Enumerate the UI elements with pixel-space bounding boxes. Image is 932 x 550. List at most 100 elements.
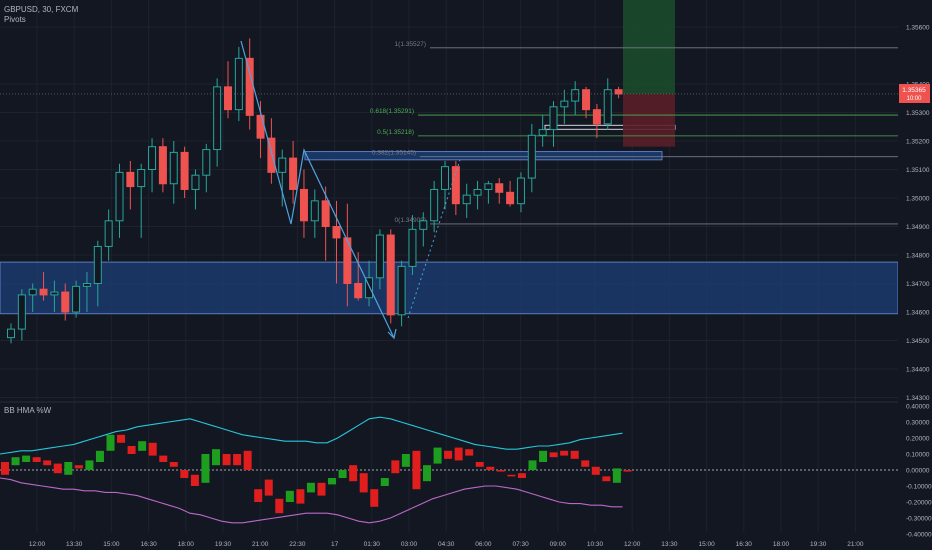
candle-body — [72, 285, 81, 313]
osc-bar — [359, 473, 368, 493]
candle-body — [148, 146, 157, 170]
osc-lower-band — [0, 477, 623, 524]
current-price-tag — [899, 83, 930, 103]
osc-bar — [222, 454, 231, 466]
candle-body — [603, 89, 612, 125]
candle-body — [386, 234, 395, 316]
candle-body — [224, 86, 232, 111]
candle-body — [50, 291, 59, 296]
osc-bar — [127, 446, 136, 454]
time-tick-label: 12:00 — [624, 541, 641, 548]
osc-bar — [560, 450, 569, 456]
price-tick-label: 1.34300 — [906, 395, 930, 402]
stop-area — [623, 93, 675, 147]
candle-body — [506, 191, 515, 205]
time-tick-label: 03:00 — [401, 541, 418, 548]
time-tick-label: 04:30 — [438, 541, 455, 548]
time-tick-label: 15:00 — [698, 541, 715, 548]
osc-bar — [159, 455, 168, 462]
position-box[interactable] — [623, 0, 675, 147]
candle-body — [527, 134, 536, 179]
time-tick-label: 18:00 — [178, 541, 195, 548]
osc-bar — [423, 465, 431, 482]
candle-body — [104, 220, 113, 247]
time-tick-label: 06:00 — [475, 541, 492, 548]
osc-bar — [465, 449, 474, 456]
osc-bar — [328, 478, 337, 485]
pattern-lines — [240, 40, 461, 340]
candle-body — [571, 89, 580, 102]
indicator-label[interactable]: Pivots — [4, 15, 26, 24]
candle-body — [495, 183, 504, 193]
osc-bar — [275, 498, 284, 514]
breakout-box — [304, 151, 663, 161]
time-tick-label: 01:30 — [364, 541, 381, 548]
osc-bar — [22, 455, 31, 462]
fib-label: 0.5(1.35218) — [377, 129, 414, 136]
candle-body — [158, 146, 167, 185]
osc-tick-label: 0.20000 — [906, 436, 930, 443]
candle-body — [28, 288, 37, 296]
candle-body — [473, 188, 482, 196]
osc-bar — [264, 479, 273, 496]
time-tick-label: 19:30 — [810, 541, 827, 548]
candle-body — [39, 288, 48, 296]
candle-body — [408, 228, 417, 267]
osc-tick-label: -0.40000 — [906, 532, 932, 539]
time-tick-label: 12:00 — [29, 541, 46, 548]
candle-countdown: 10:00 — [906, 96, 922, 102]
zigzag-arrowhead — [387, 328, 397, 340]
fib-label: 0(1.34909) — [395, 217, 426, 224]
osc-bar — [11, 457, 20, 466]
candle-body — [115, 171, 124, 222]
time-tick-label: 13:30 — [66, 541, 83, 548]
osc-bar — [1, 462, 9, 475]
osc-tick-label: -0.10000 — [906, 484, 932, 491]
osc-bar — [306, 482, 315, 493]
candle-body — [267, 137, 276, 173]
osc-tick-label: -0.20000 — [906, 500, 932, 507]
fib-label: 1(1.35527) — [395, 41, 426, 48]
current-price-value: 1.35365 — [902, 87, 926, 94]
candle-body — [278, 157, 287, 173]
osc-bar — [43, 460, 52, 466]
candle-body — [180, 151, 189, 190]
osc-bar — [486, 466, 495, 470]
time-tick-label: 09:00 — [550, 541, 567, 548]
candle-body — [441, 166, 449, 190]
time-tick-label: 21:00 — [847, 541, 864, 548]
osc-bar — [602, 476, 611, 482]
osc-bar — [612, 468, 621, 483]
osc-bar — [444, 450, 453, 459]
candle-body — [202, 149, 211, 176]
candle-body — [137, 169, 146, 188]
osc-bar — [201, 454, 210, 483]
osc-tick-label: 0.10000 — [906, 452, 930, 459]
price-tick-label: 1.34600 — [906, 310, 930, 317]
candle-body — [191, 174, 200, 190]
candle-body — [126, 171, 135, 188]
oscillator-pane — [0, 416, 898, 524]
symbol-title[interactable]: GBPUSD, 30, FXCM — [4, 5, 79, 14]
price-tick-label: 1.35000 — [906, 196, 930, 203]
time-tick-label: 19:30 — [215, 541, 232, 548]
osc-bar — [581, 460, 590, 467]
time-tick-label: 21:00 — [252, 541, 269, 548]
candle-body — [61, 291, 70, 313]
osc-bar — [243, 450, 252, 470]
osc-bar — [380, 478, 389, 486]
price-tick-label: 1.35300 — [906, 110, 930, 117]
osc-bar — [433, 447, 442, 464]
fib-label: 0.618(1.35291) — [370, 108, 414, 115]
time-tick-label: 22:30 — [289, 541, 306, 548]
candle-body — [592, 109, 601, 125]
osc-bar — [391, 460, 400, 474]
candle-body — [256, 114, 265, 139]
oscillator-label[interactable]: BB HMA %W — [4, 406, 52, 415]
time-tick-label: 16:30 — [736, 541, 753, 548]
candle-body — [245, 57, 254, 116]
candle-body — [430, 188, 439, 222]
candle-body — [582, 89, 591, 111]
